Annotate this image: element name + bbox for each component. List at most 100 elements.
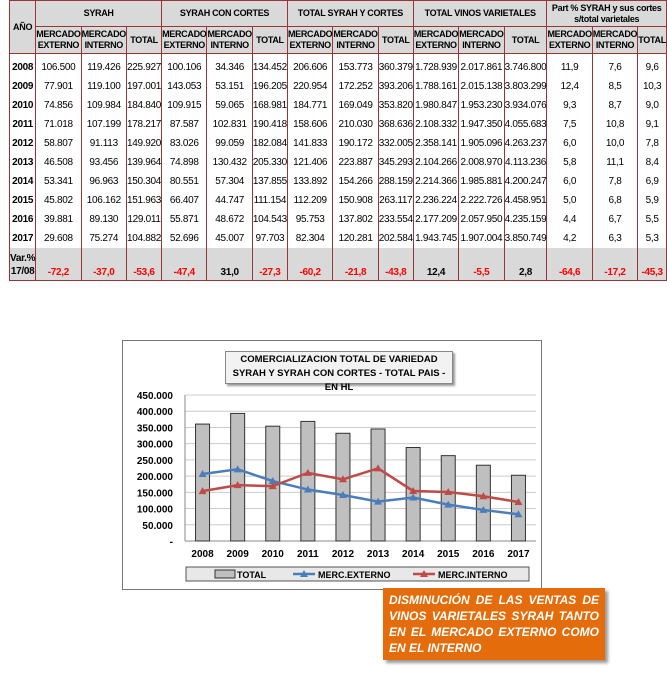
- value-cell: 2.015.138: [458, 77, 505, 96]
- value-cell: 75.274: [80, 229, 128, 248]
- value-cell: 7,8: [591, 172, 639, 191]
- value-cell: 6,0: [546, 134, 593, 153]
- variation-cell: -37,0: [80, 248, 128, 281]
- value-cell: 2.017.861: [458, 53, 505, 77]
- sub-header: MERCADO EXTERNO: [286, 26, 334, 54]
- value-cell: 87.587: [161, 115, 208, 134]
- bar-total: [370, 428, 386, 542]
- x-tick-label: 2008: [191, 549, 214, 560]
- y-tick-label: 450.000: [137, 391, 174, 402]
- chart: - 50.000 100.000 150.000 200.000 250.000 300.0…: [122, 340, 542, 590]
- value-cell: 6,0: [546, 172, 593, 191]
- variation-cell: -27,3: [251, 248, 288, 281]
- value-cell: 66.407: [161, 191, 208, 210]
- value-cell: 3.803.299: [503, 77, 548, 96]
- sub-header: MERCADO INTERNO: [591, 26, 639, 54]
- value-cell: 7,8: [637, 134, 667, 153]
- year-header: AÑO: [8, 0, 37, 54]
- value-cell: 111.154: [251, 191, 288, 210]
- data-point: [374, 464, 383, 472]
- sub-header: TOTAL: [637, 26, 667, 54]
- year-cell: 2016: [8, 210, 37, 229]
- value-cell: 141.833: [286, 134, 334, 153]
- y-tick-label: 150.000: [137, 488, 174, 499]
- value-cell: 2.008.970: [458, 153, 505, 172]
- x-tick-label: 2015: [437, 549, 460, 560]
- table-row: 2009 77.901 119.100 197.001 143.053 53.151 196…: [8, 77, 667, 96]
- data-point: [233, 465, 242, 473]
- value-cell: 263.117: [377, 191, 414, 210]
- x-tick-label: 2012: [332, 549, 355, 560]
- value-cell: 95.753: [286, 210, 334, 229]
- sub-header: TOTAL: [126, 26, 163, 54]
- variation-cell: -72,2: [35, 248, 82, 281]
- value-cell: 197.001: [126, 77, 163, 96]
- value-cell: 1.947.350: [458, 115, 505, 134]
- table-row: 2012 58.807 91.113 149.920 83.026 99.059 182.0…: [8, 134, 667, 153]
- value-cell: 102.831: [206, 115, 253, 134]
- bar-total: [475, 464, 491, 542]
- variation-cell: -5,5: [458, 248, 505, 281]
- value-cell: 206.606: [286, 53, 334, 77]
- value-cell: 4,2: [546, 229, 593, 248]
- table-row: 2013 46.508 93.456 139.964 74.898 130.432 205.…: [8, 153, 667, 172]
- value-cell: 9,0: [637, 96, 667, 115]
- value-cell: 74.856: [35, 96, 82, 115]
- value-cell: 5,5: [637, 210, 667, 229]
- value-cell: 53.151: [206, 77, 253, 96]
- sub-header: MERCADO EXTERNO: [35, 26, 82, 54]
- value-cell: 39.881: [35, 210, 82, 229]
- value-cell: 368.636: [377, 115, 414, 134]
- variation-label: Var.% 17/08: [8, 248, 37, 281]
- value-cell: 3.746.800: [503, 53, 548, 77]
- value-cell: 11,1: [591, 153, 639, 172]
- value-cell: 104.882: [126, 229, 163, 248]
- x-tick-label: 2016: [472, 549, 495, 560]
- value-cell: 1.907.004: [458, 229, 505, 248]
- y-tick-label: 250.000: [137, 456, 174, 467]
- value-cell: 3.850.749: [503, 229, 548, 248]
- value-cell: 53.341: [35, 172, 82, 191]
- variation-cell: 31,0: [206, 248, 253, 281]
- bar-total: [300, 420, 316, 542]
- table-row: 2008 106.500 119.426 225.927 100.106 34.346 13…: [8, 53, 667, 77]
- data-point: [409, 493, 418, 501]
- value-cell: 172.252: [332, 77, 379, 96]
- legend-merc-externo: MERC.EXTERNO: [318, 570, 391, 580]
- value-cell: 96.963: [80, 172, 128, 191]
- sub-header: MERCADO INTERNO: [332, 26, 379, 54]
- sub-header: MERCADO INTERNO: [458, 26, 505, 54]
- table-row: 2016 39.881 89.130 129.011 55.871 48.672 104.5…: [8, 210, 667, 229]
- value-cell: 104.543: [251, 210, 288, 229]
- value-cell: 233.554: [377, 210, 414, 229]
- value-cell: 91.113: [80, 134, 128, 153]
- data-point: [444, 488, 453, 496]
- year-cell: 2010: [8, 96, 37, 115]
- value-cell: 2.222.726: [458, 191, 505, 210]
- table-row: 2015 45.802 106.162 151.963 66.407 44.747 111.…: [8, 191, 667, 210]
- data-point: [198, 469, 207, 477]
- y-tick-label: 300.000: [137, 440, 174, 451]
- value-cell: 45.802: [35, 191, 82, 210]
- variation-cell: -45,3: [637, 248, 667, 281]
- value-cell: 168.981: [251, 96, 288, 115]
- value-cell: 4.235.159: [503, 210, 548, 229]
- group-header: TOTAL SYRAH Y CORTES: [286, 0, 414, 27]
- legend-total: TOTAL: [237, 570, 267, 580]
- value-cell: 129.011: [126, 210, 163, 229]
- value-cell: 58.807: [35, 134, 82, 153]
- value-cell: 143.053: [161, 77, 208, 96]
- value-cell: 202.584: [377, 229, 414, 248]
- value-cell: 99.059: [206, 134, 253, 153]
- value-cell: 74.898: [161, 153, 208, 172]
- value-cell: 89.130: [80, 210, 128, 229]
- value-cell: 1.728.939: [412, 53, 460, 77]
- year-cell: 2009: [8, 77, 37, 96]
- y-tick-label: 50.000: [142, 521, 173, 532]
- value-cell: 1.788.161: [412, 77, 460, 96]
- year-cell: 2014: [8, 172, 37, 191]
- data-point: [479, 505, 488, 513]
- variation-cell: -17,2: [591, 248, 639, 281]
- value-cell: 5,3: [637, 229, 667, 248]
- data-point: [303, 485, 312, 493]
